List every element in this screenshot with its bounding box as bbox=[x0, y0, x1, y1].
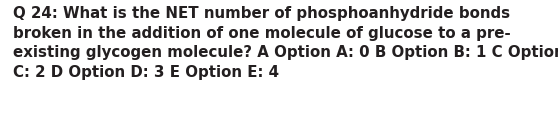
Text: Q 24: What is the NET number of phosphoanhydride bonds
broken in the addition of: Q 24: What is the NET number of phosphoa… bbox=[13, 6, 558, 80]
